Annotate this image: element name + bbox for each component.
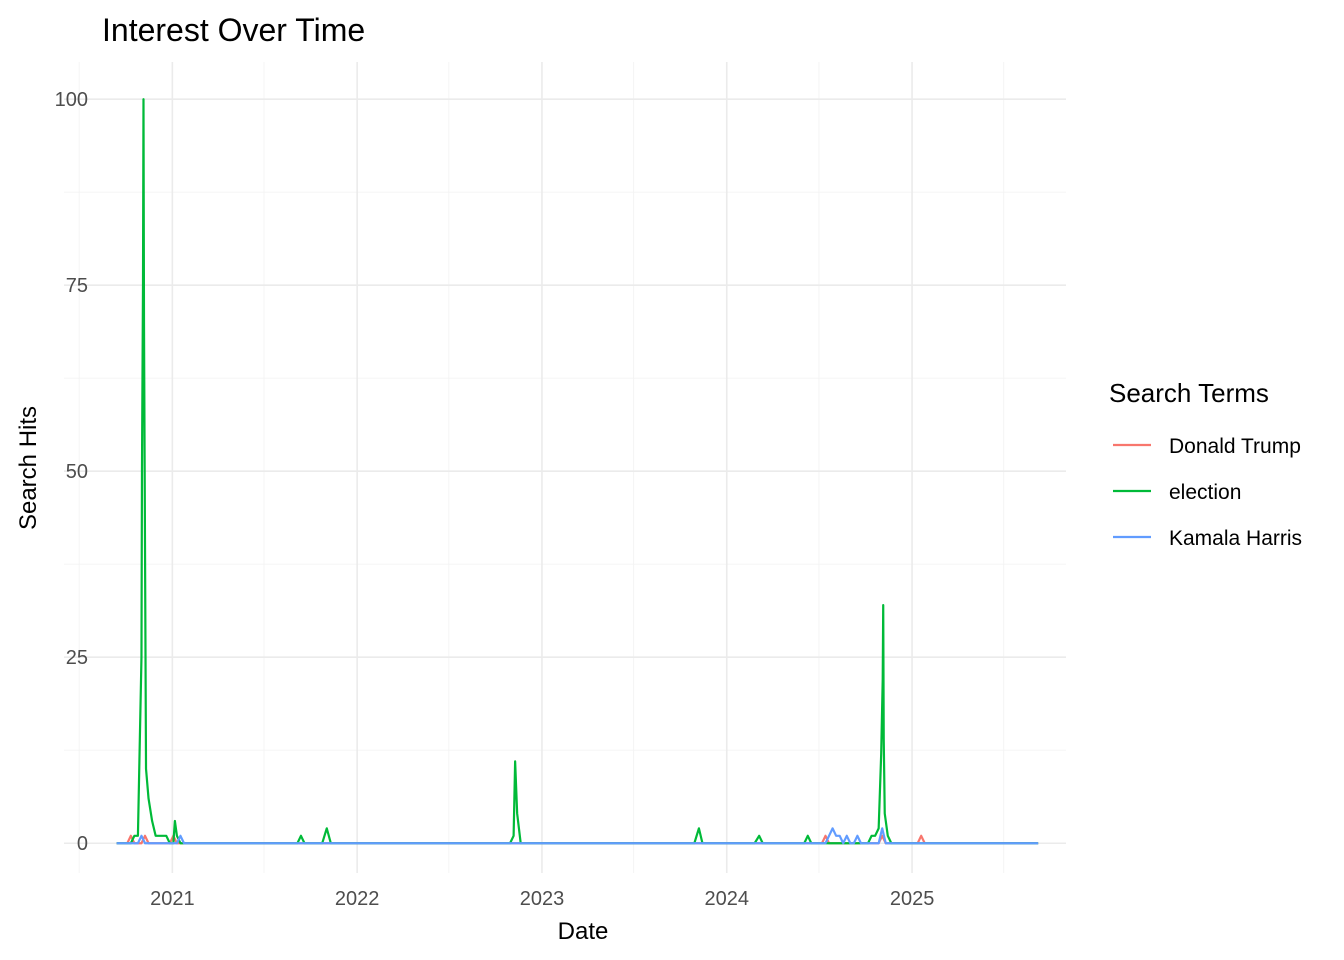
- legend: Search Terms Donald Trump election Kamala …: [1109, 378, 1302, 550]
- x-tick-label: 2022: [335, 888, 380, 910]
- x-axis-title: Date: [558, 918, 609, 945]
- x-tick-label: 2023: [520, 888, 565, 910]
- y-tick-label: 100: [55, 89, 88, 111]
- x-tick-label: 2021: [150, 888, 195, 910]
- series-line-kamala-harris: [116, 827, 1039, 845]
- legend-label-election: election: [1169, 481, 1241, 504]
- legend-title: Search Terms: [1109, 378, 1269, 408]
- y-tick-label: 25: [66, 647, 88, 669]
- y-tick-label: 0: [77, 833, 88, 855]
- y-tick-label: 75: [66, 275, 88, 297]
- tick-labels: 0 25 50 75 100 2021 2022 2023 2024 2025: [55, 89, 935, 910]
- series-lines: [116, 98, 1039, 845]
- y-axis-title: Search Hits: [15, 406, 42, 530]
- x-tick-label: 2024: [705, 888, 750, 910]
- y-tick-label: 50: [66, 461, 88, 483]
- chart-title: Interest Over Time: [102, 12, 365, 48]
- legend-items: Donald Trump election Kamala Harris: [1113, 435, 1302, 550]
- legend-label-kamala-harris: Kamala Harris: [1169, 527, 1302, 550]
- legend-label-donald-trump: Donald Trump: [1169, 435, 1301, 458]
- x-tick-label: 2025: [890, 888, 935, 910]
